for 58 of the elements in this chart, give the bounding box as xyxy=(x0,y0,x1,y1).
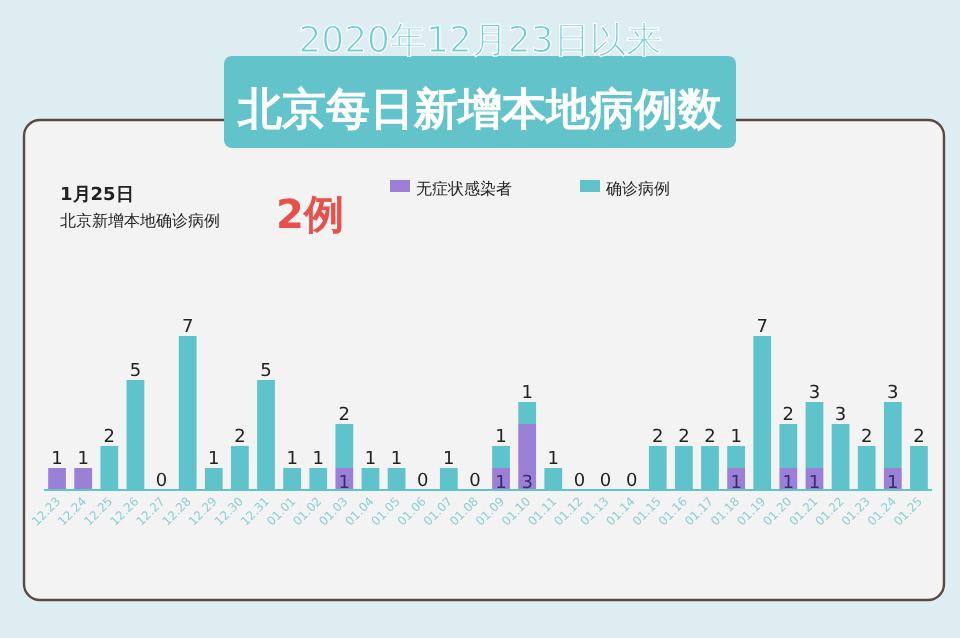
data-label: 2 xyxy=(678,428,690,448)
legend-label: 无症状感染者 xyxy=(416,180,512,198)
data-label: 2 xyxy=(234,428,246,448)
data-label: 0 xyxy=(573,472,586,492)
data-label: 2 xyxy=(338,406,351,426)
data-label: 0 xyxy=(416,472,429,492)
data-label: 0 xyxy=(155,472,168,492)
chart-title: 2020年12月23日以来 xyxy=(298,20,662,62)
data-label: 3 xyxy=(887,384,899,404)
bar xyxy=(74,468,93,490)
bar xyxy=(518,424,537,490)
data-label: 7 xyxy=(181,318,194,338)
data-label: 1 xyxy=(390,450,403,470)
text: 1月25日 xyxy=(60,184,134,206)
data-label: 5 xyxy=(129,362,142,382)
data-label: 1 xyxy=(887,474,899,494)
data-label: 1 xyxy=(338,474,351,494)
bar xyxy=(335,424,354,468)
data-label: 0 xyxy=(625,472,638,492)
text: 北京新增本地确诊病例 xyxy=(60,212,220,230)
data-label: 1 xyxy=(312,450,324,470)
legend-label: 确诊病例 xyxy=(604,180,670,198)
data-label: 1 xyxy=(495,474,507,494)
data-label: 1 xyxy=(521,384,533,404)
data-label: 1 xyxy=(286,450,298,470)
data-label: 5 xyxy=(260,362,272,382)
data-label: 1 xyxy=(364,450,377,470)
data-label: 1 xyxy=(730,474,742,494)
data-label: 0 xyxy=(469,472,482,492)
data-label: 1 xyxy=(77,450,89,470)
bar xyxy=(727,446,745,468)
data-label: 1 xyxy=(208,450,220,470)
data-label: 2 xyxy=(913,428,925,448)
data-label: 1 xyxy=(547,450,560,470)
data-label: 1 xyxy=(808,474,821,494)
data-label: 0 xyxy=(599,472,612,492)
chart-subtitle: 北京每日新增本地病例数 xyxy=(236,84,724,136)
data-label: 2 xyxy=(103,428,116,448)
bar xyxy=(883,402,902,468)
data-label: 1 xyxy=(51,450,63,470)
data-label: 7 xyxy=(756,318,768,338)
data-label: 2 xyxy=(782,406,795,426)
data-label: 2 xyxy=(704,428,716,448)
data-label: 3 xyxy=(808,384,821,404)
data-label: 1 xyxy=(443,450,455,470)
data-label: 1 xyxy=(782,474,795,494)
bar xyxy=(805,402,824,468)
data-label: 3 xyxy=(834,406,847,426)
bar xyxy=(48,468,66,490)
data-label: 1 xyxy=(495,428,507,448)
bar xyxy=(779,424,798,468)
bar xyxy=(492,446,510,468)
data-label: 2 xyxy=(652,428,664,448)
text: 2例 xyxy=(276,190,344,238)
bar xyxy=(518,402,537,424)
data-label: 3 xyxy=(521,474,533,494)
data-label: 1 xyxy=(730,428,742,448)
data-label: 2 xyxy=(860,428,873,448)
